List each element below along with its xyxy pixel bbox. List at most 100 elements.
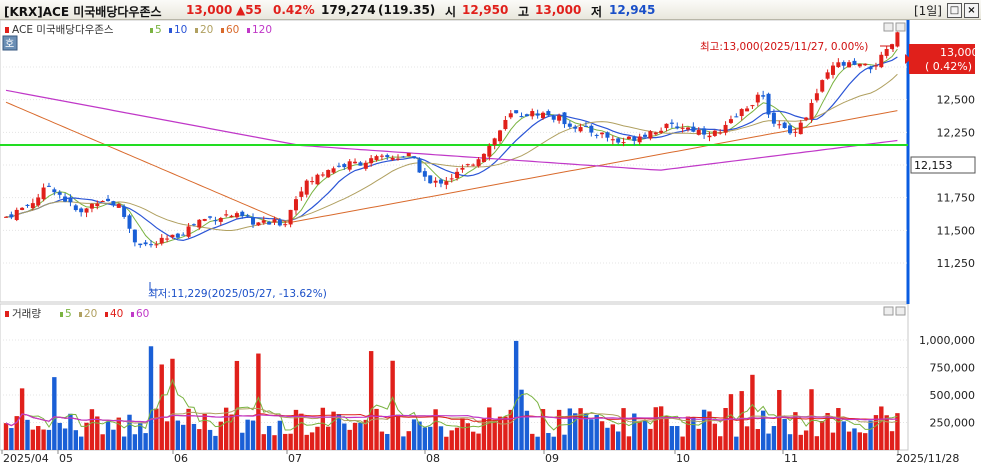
vol-ma-legend-swatch	[79, 312, 82, 317]
candle-body	[428, 175, 433, 184]
panel-restore-icon[interactable]	[883, 22, 894, 32]
candle-body	[782, 122, 787, 129]
price-tick-label: 12,500	[937, 94, 976, 107]
low-annotation-pointer	[149, 282, 158, 291]
panel-close-icon[interactable]	[895, 22, 906, 32]
volume-bar	[696, 428, 701, 450]
candle-body	[664, 123, 669, 129]
volume-bar	[57, 422, 62, 450]
candle-body	[229, 215, 234, 218]
x-tick-label: 07	[288, 452, 302, 465]
volume-bar	[358, 422, 363, 450]
volume-bar	[197, 429, 202, 450]
volume-bar	[556, 409, 562, 450]
volume-panel-buttons	[883, 306, 906, 316]
volume-bar	[889, 431, 895, 450]
x-tick-label: 05	[59, 452, 73, 465]
candle-body	[771, 112, 776, 124]
current-pct-tag: ( 0.42%)	[925, 60, 972, 73]
volume-bar	[223, 407, 229, 450]
candle-body	[234, 213, 239, 218]
volume-restore-icon[interactable]	[883, 306, 894, 316]
volume-bar	[852, 428, 857, 450]
candle-body	[181, 234, 186, 236]
candle-body	[283, 224, 288, 226]
volume-bar	[680, 436, 685, 450]
volume-bar	[476, 433, 481, 450]
volume-bar	[240, 432, 245, 450]
volume-bar	[148, 346, 154, 450]
volume-bar	[256, 353, 261, 450]
volume-bar	[261, 434, 266, 450]
candle-body	[68, 198, 73, 203]
candle-body	[685, 127, 690, 130]
candle-body	[363, 162, 368, 169]
price-volume-chart[interactable]: 호 ACE 미국배당다우존스 5 10 20 60 120 최고:13,000(2025…	[0, 20, 981, 465]
volume-bar	[551, 436, 556, 450]
candle-body	[712, 130, 717, 136]
candle-body	[245, 215, 250, 217]
candle-body	[830, 65, 835, 75]
volume-bar	[46, 429, 52, 450]
instrument-code: [KRX]ACE 미국배당다우존스	[4, 5, 162, 19]
candle-body	[621, 142, 626, 144]
candle-body	[299, 191, 304, 197]
volume-bar	[406, 431, 411, 450]
candle-body	[648, 131, 653, 139]
price-change: ▲55	[236, 3, 262, 17]
candle-body	[825, 72, 830, 79]
volume-bar	[487, 407, 492, 450]
candle-body	[63, 196, 68, 202]
candle-body	[401, 156, 406, 158]
volume-bar	[524, 410, 530, 450]
candle-body	[605, 132, 610, 138]
volume-bar	[648, 428, 653, 450]
ma60-line	[5, 101, 898, 223]
volume-bar	[411, 419, 417, 450]
volume-close-icon[interactable]	[895, 306, 906, 316]
volume-bar	[315, 426, 320, 450]
ma120-line	[5, 89, 898, 171]
candle-body	[669, 122, 674, 124]
candle-body	[868, 66, 873, 70]
candle-body	[820, 80, 825, 92]
volume-bar	[830, 432, 836, 450]
date-x-axis: 2025/04 05 06 07 08 09 10 11 2025/11/28	[1, 450, 959, 465]
volume-bar	[159, 364, 164, 450]
ma-legend-label: 5	[155, 24, 162, 36]
candle-body	[793, 131, 798, 133]
volume-bar	[589, 419, 594, 450]
candle-body	[777, 124, 782, 126]
price-panel[interactable]	[0, 20, 909, 303]
candle-body	[557, 115, 562, 121]
period-selector[interactable]: [1일]	[913, 4, 942, 18]
candle-body	[267, 221, 272, 225]
order-badge[interactable]	[2, 35, 18, 51]
candle-body	[218, 217, 223, 222]
volume-bar	[777, 389, 782, 450]
volume-bar	[326, 426, 331, 450]
volume-tick-label: 500,000	[930, 389, 976, 402]
candle-body	[675, 126, 680, 129]
volume-bar	[497, 416, 503, 450]
restore-button[interactable]: □	[947, 3, 962, 18]
candle-body	[331, 168, 336, 173]
candle-body	[154, 244, 159, 246]
volume-bar	[798, 434, 803, 450]
volume-ratio: (119.35)	[378, 3, 436, 17]
candle-body	[761, 95, 766, 97]
candle-body	[465, 164, 470, 166]
price-y-axis: 12,75012,50012,25012,00011,75011,50011,2…	[937, 61, 976, 270]
volume-bar	[250, 420, 256, 450]
candle-body	[191, 224, 196, 226]
ma-legend-label: 10	[174, 24, 187, 36]
close-button[interactable]: ×	[964, 3, 979, 18]
candle-body	[106, 198, 111, 202]
candle-body	[170, 234, 175, 238]
candle-body	[519, 116, 524, 118]
candle-body	[159, 237, 164, 244]
candle-body	[433, 180, 438, 183]
title-bar: [KRX]ACE 미국배당다우존스 13,000 ▲55 0.42% 179,2…	[0, 0, 981, 20]
volume-bar	[599, 421, 605, 450]
price-ma-legend: 5 10 20 60 120	[150, 24, 272, 36]
